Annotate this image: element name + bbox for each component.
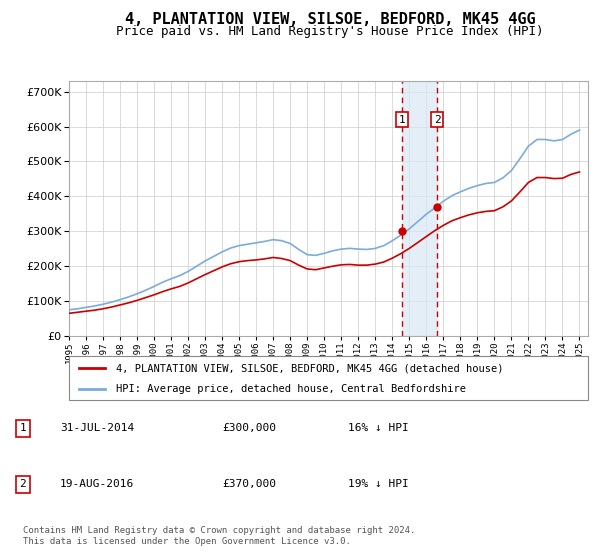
Text: Price paid vs. HM Land Registry's House Price Index (HPI): Price paid vs. HM Land Registry's House …	[116, 25, 544, 38]
Text: 19% ↓ HPI: 19% ↓ HPI	[348, 479, 409, 489]
Text: Contains HM Land Registry data © Crown copyright and database right 2024.
This d: Contains HM Land Registry data © Crown c…	[23, 526, 415, 546]
Text: 1: 1	[399, 115, 406, 124]
Text: £300,000: £300,000	[222, 423, 276, 433]
Text: 4, PLANTATION VIEW, SILSOE, BEDFORD, MK45 4GG (detached house): 4, PLANTATION VIEW, SILSOE, BEDFORD, MK4…	[116, 363, 503, 373]
FancyBboxPatch shape	[69, 356, 588, 400]
Text: 19-AUG-2016: 19-AUG-2016	[60, 479, 134, 489]
Text: £370,000: £370,000	[222, 479, 276, 489]
Text: 4, PLANTATION VIEW, SILSOE, BEDFORD, MK45 4GG: 4, PLANTATION VIEW, SILSOE, BEDFORD, MK4…	[125, 12, 535, 27]
Text: HPI: Average price, detached house, Central Bedfordshire: HPI: Average price, detached house, Cent…	[116, 384, 466, 394]
Text: 2: 2	[19, 479, 26, 489]
Text: 31-JUL-2014: 31-JUL-2014	[60, 423, 134, 433]
Text: 1: 1	[19, 423, 26, 433]
Text: 2: 2	[434, 115, 440, 124]
Text: 16% ↓ HPI: 16% ↓ HPI	[348, 423, 409, 433]
Bar	[402, 81, 437, 336]
